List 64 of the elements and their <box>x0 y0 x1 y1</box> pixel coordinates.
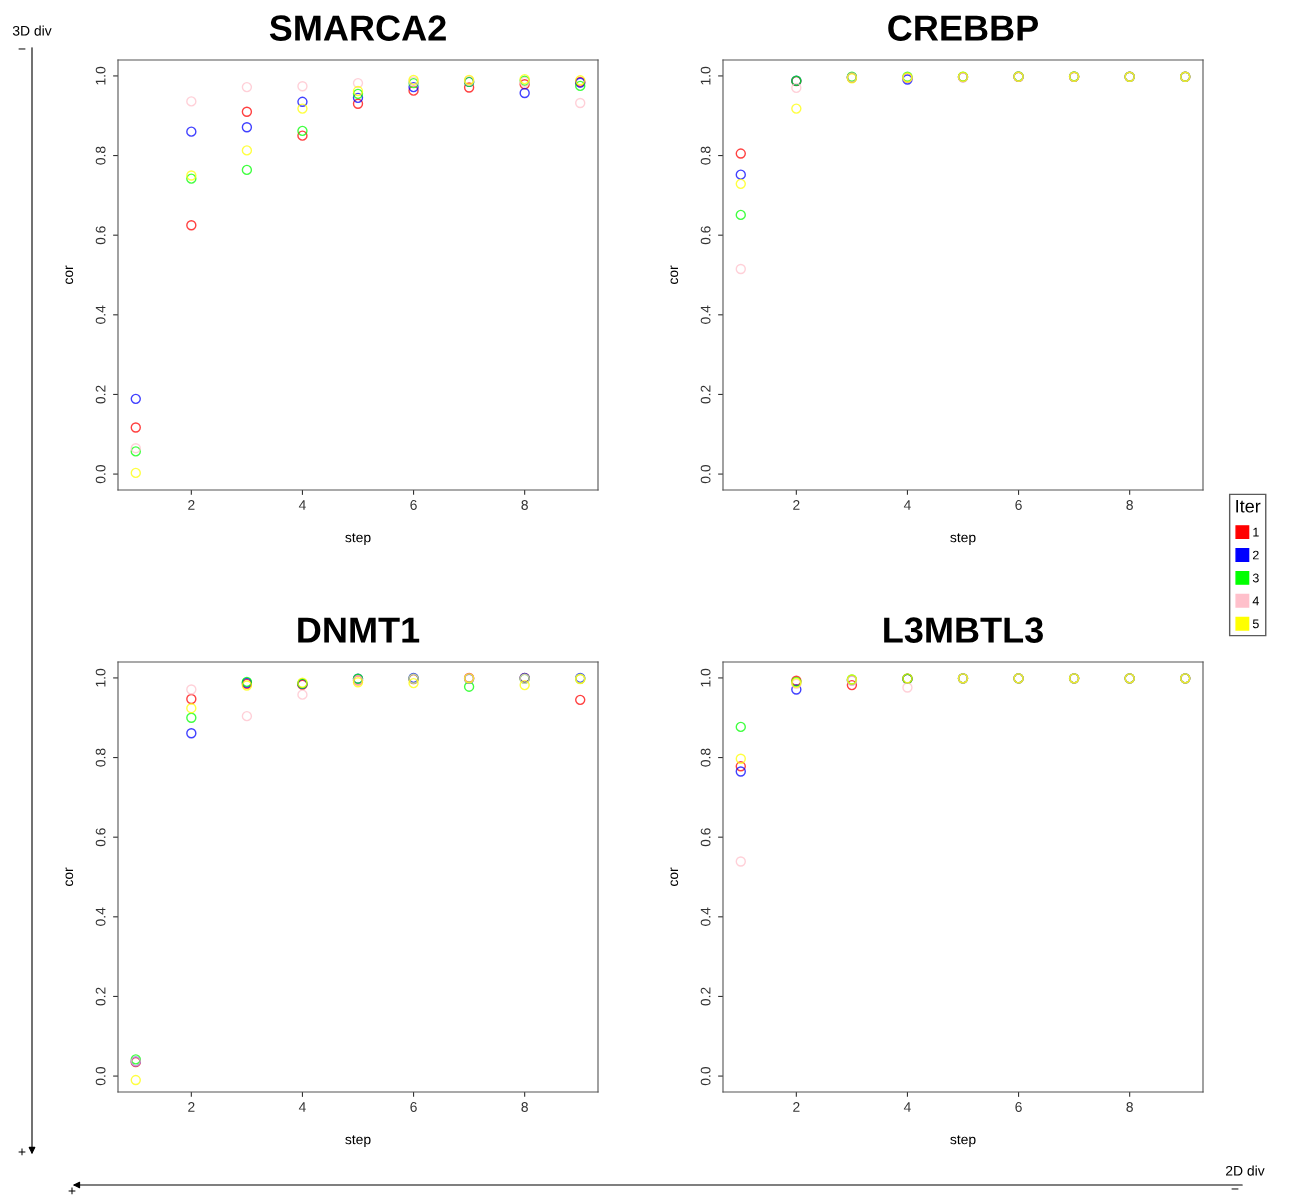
x-tick-label: 4 <box>298 1102 306 1112</box>
y-tick-label: 0.8 <box>95 748 106 767</box>
chart-title: CREBBP <box>888 15 1039 41</box>
x-tick-label: 4 <box>903 500 911 510</box>
x-tick-label: 2 <box>188 1102 195 1112</box>
y-axis-title: cor <box>670 265 679 285</box>
x-tick-label: 8 <box>521 1102 528 1112</box>
y-tick-label: 0.8 <box>700 146 711 165</box>
x-tick-label: 6 <box>1015 1102 1022 1112</box>
y-tick-label: 1.0 <box>700 66 711 85</box>
y-tick-label: 0.8 <box>700 748 711 767</box>
y-axis-title: cor <box>65 867 74 887</box>
x-axis-title: step <box>950 533 976 546</box>
text: − <box>18 48 26 50</box>
x-tick-label: 8 <box>1126 500 1133 510</box>
y-tick-label: 1.0 <box>95 668 106 687</box>
text: + <box>18 1148 26 1156</box>
x-tick-label: 8 <box>1126 1102 1133 1112</box>
x-tick-label: 2 <box>793 500 800 510</box>
chart-title: SMARCA2 <box>269 15 446 41</box>
text: − <box>1231 1188 1239 1190</box>
y-tick-label: 0.2 <box>700 987 711 1006</box>
y-tick-label: 0.4 <box>95 305 106 324</box>
y-tick-label: 0.4 <box>700 305 711 324</box>
x-tick-label: 6 <box>410 500 417 510</box>
x-tick-label: 8 <box>521 500 528 510</box>
y-axis-title: cor <box>65 265 74 285</box>
legend-label: 5 <box>1252 619 1259 629</box>
chart-title: DNMT1 <box>298 617 420 643</box>
legend-label: 2 <box>1252 550 1259 560</box>
text: 2D div <box>1226 1165 1265 1176</box>
text: 3D div <box>12 25 52 36</box>
x-tick-label: 6 <box>1015 500 1022 510</box>
legend-label: 3 <box>1252 573 1259 583</box>
x-tick-label: 2 <box>188 500 195 510</box>
x-tick-label: 4 <box>298 500 306 510</box>
x-axis-title: step <box>950 1135 976 1148</box>
y-tick-label: 0.2 <box>95 987 106 1006</box>
y-tick-label: 0.4 <box>95 907 106 926</box>
x-tick-label: 4 <box>903 1102 911 1112</box>
y-tick-label: 1.0 <box>700 668 711 687</box>
text: + <box>68 1187 76 1195</box>
x-tick-label: 2 <box>793 1102 800 1112</box>
y-tick-label: 0.6 <box>95 226 106 245</box>
chart-title: L3MBTL3 <box>884 617 1043 643</box>
x-tick-label: 6 <box>410 1102 417 1112</box>
y-tick-label: 0.8 <box>95 146 106 165</box>
y-tick-label: 1.0 <box>95 66 106 85</box>
y-tick-label: 0.0 <box>95 1066 106 1086</box>
y-tick-label: 0.0 <box>700 464 711 484</box>
y-tick-label: 0.4 <box>700 907 711 926</box>
legend-label: 4 <box>1252 596 1259 606</box>
y-tick-label: 0.6 <box>95 828 106 847</box>
y-tick-label: 0.6 <box>700 828 711 847</box>
y-tick-label: 0.2 <box>95 385 106 404</box>
legend-label: 1 <box>1253 527 1259 537</box>
legend-title: Iter <box>1236 499 1261 513</box>
y-tick-label: 0.0 <box>95 464 106 484</box>
y-axis-title: cor <box>670 867 679 887</box>
y-tick-label: 0.6 <box>700 226 711 245</box>
y-tick-label: 0.2 <box>700 385 711 404</box>
y-tick-label: 0.0 <box>700 1066 711 1086</box>
x-axis-title: step <box>345 533 371 546</box>
x-axis-title: step <box>345 1135 371 1148</box>
